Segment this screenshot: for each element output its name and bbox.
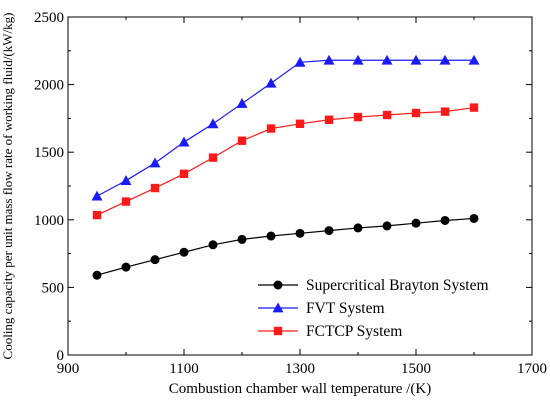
data-point-square: [266, 124, 276, 133]
data-point-circle: [440, 215, 450, 225]
data-point-circle: [266, 231, 276, 241]
x-axis-label: Combustion chamber wall temperature /(K): [169, 381, 431, 397]
x-tick-label: 1300: [285, 361, 315, 377]
data-point-circle: [469, 213, 479, 223]
data-point-triangle: [352, 54, 364, 65]
y-tick-label: 1000: [34, 213, 64, 229]
data-point-square: [295, 119, 305, 129]
legend-marker-circle: [273, 280, 283, 290]
series-square: [92, 103, 479, 220]
x-tick-label: 1100: [169, 361, 198, 377]
legend-marker-triangle: [272, 302, 284, 313]
data-point-square: [92, 210, 102, 220]
data-point-square: [121, 197, 131, 206]
data-point-circle: [382, 221, 392, 231]
y-tick-label: 2500: [34, 10, 64, 26]
data-point-triangle: [323, 54, 335, 65]
data-point-triangle: [265, 77, 277, 88]
data-point-circle: [411, 218, 421, 228]
y-tick-label: 2000: [34, 78, 64, 94]
data-point-triangle: [149, 157, 161, 168]
data-point-circle: [324, 226, 334, 236]
data-point-triangle: [468, 54, 480, 65]
legend-item: FCTCP System: [258, 323, 402, 340]
data-point-triangle: [207, 118, 219, 129]
data-point-square: [179, 169, 189, 179]
plot-frame: [67, 16, 533, 356]
legend-label: FVT System: [306, 300, 385, 317]
data-point-square: [440, 107, 450, 116]
data-point-circle: [208, 240, 218, 250]
axis-ticks: 900 1100 1300 1500 1700 0 500 1000 1500 2000 2500: [34, 10, 547, 377]
legend-item: FVT System: [258, 300, 385, 317]
x-tick-label: 900: [57, 361, 80, 377]
data-point-triangle: [294, 56, 306, 67]
legend-label: Supercritical Brayton System: [306, 277, 489, 294]
data-point-circle: [179, 247, 189, 257]
legend-marker-square: [273, 326, 283, 336]
data-point-circle: [150, 255, 160, 265]
y-axis-label: Cooling capacity per unit mass flow rate…: [0, 13, 15, 360]
data-point-triangle: [410, 54, 422, 65]
data-point-square: [353, 112, 363, 122]
data-point-triangle: [91, 190, 103, 201]
x-tick-label: 1700: [517, 361, 547, 377]
data-point-square: [150, 183, 160, 193]
data-point-triangle: [120, 175, 132, 185]
data-point-triangle: [178, 136, 190, 147]
series-circle: [92, 213, 479, 280]
series-layer: [91, 54, 480, 280]
data-point-circle: [353, 223, 363, 233]
data-point-circle: [92, 270, 102, 280]
data-point-square: [382, 110, 392, 120]
y-tick-label: 0: [57, 348, 65, 364]
data-point-triangle: [236, 98, 248, 108]
series-line: [96, 106, 475, 216]
series-triangle: [91, 54, 480, 201]
data-point-square: [208, 153, 218, 162]
x-tick-label: 1500: [401, 361, 431, 377]
data-point-circle: [295, 228, 305, 238]
y-tick-label: 1500: [34, 145, 64, 161]
data-point-triangle: [439, 54, 451, 65]
legend-label: FCTCP System: [306, 323, 402, 340]
data-point-square: [237, 136, 247, 145]
series-line: [96, 217, 475, 276]
data-point-circle: [237, 234, 247, 244]
data-point-square: [411, 108, 421, 118]
legend: Supercritical Brayton System FVT System FC…: [258, 277, 489, 340]
data-point-square: [469, 103, 479, 112]
y-tick-label: 500: [42, 280, 65, 296]
series-line: [96, 59, 474, 197]
data-point-square: [324, 115, 334, 124]
data-point-circle: [121, 262, 131, 272]
legend-item: Supercritical Brayton System: [258, 277, 489, 294]
data-point-triangle: [381, 54, 393, 65]
